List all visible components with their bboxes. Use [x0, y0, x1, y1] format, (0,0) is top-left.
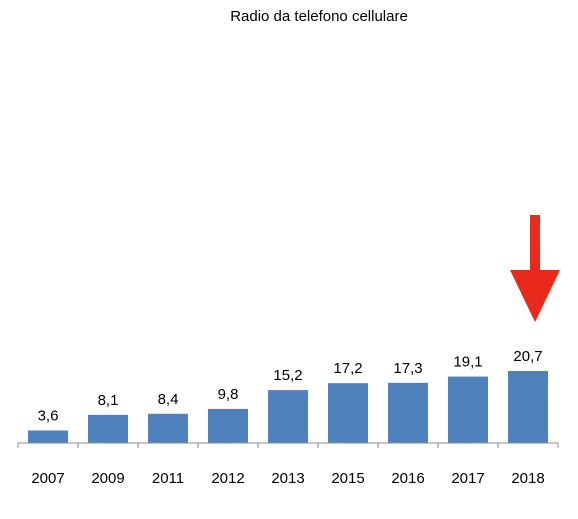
- x-tick-label-2009: 2009: [91, 470, 124, 487]
- chart-title: Radio da telefono cellulare: [230, 8, 408, 25]
- x-tick-label-2016: 2016: [391, 470, 424, 487]
- x-tick-label-2011: 2011: [152, 470, 184, 487]
- data-label-2015: 17,2: [333, 360, 362, 377]
- data-label-2013: 15,2: [273, 367, 302, 384]
- arrow-shaft: [530, 215, 540, 273]
- x-tick-label-2017: 2017: [451, 470, 484, 487]
- annotation-group: [510, 215, 560, 322]
- data-label-2011: 8,4: [158, 391, 179, 408]
- data-label-2007: 3,6: [38, 407, 59, 424]
- x-tick-label-2018: 2018: [511, 470, 544, 487]
- bar-2015: [328, 383, 368, 443]
- bar-2016: [388, 382, 428, 443]
- data-label-2016: 17,3: [393, 360, 422, 377]
- data-label-2018: 20,7: [513, 348, 542, 365]
- arrow-head: [510, 270, 560, 322]
- data-label-2012: 9,8: [218, 386, 239, 403]
- data-labels-group: 3,6 8,1 8,4 9,8 15,2 17,2 17,3 19,1 20,7: [38, 348, 543, 424]
- data-label-2009: 8,1: [98, 392, 119, 409]
- x-ticks-group: 2007 2009 2011 2012 2013 2015 2016 2017 2018: [17, 443, 559, 487]
- bar-2009: [88, 414, 128, 443]
- bar-2013: [268, 390, 308, 443]
- x-tick-label-2015: 2015: [331, 470, 364, 487]
- bar-2012: [208, 408, 248, 443]
- x-tick-label-2007: 2007: [31, 470, 64, 487]
- bar-2011: [148, 413, 188, 443]
- bar-2017: [448, 376, 488, 443]
- data-label-2017: 19,1: [453, 354, 482, 371]
- bar-2018: [508, 371, 548, 443]
- bars-group: [28, 371, 548, 443]
- x-tick-label-2013: 2013: [271, 470, 304, 487]
- bar-2007: [28, 430, 68, 443]
- x-tick-label-2012: 2012: [211, 470, 244, 487]
